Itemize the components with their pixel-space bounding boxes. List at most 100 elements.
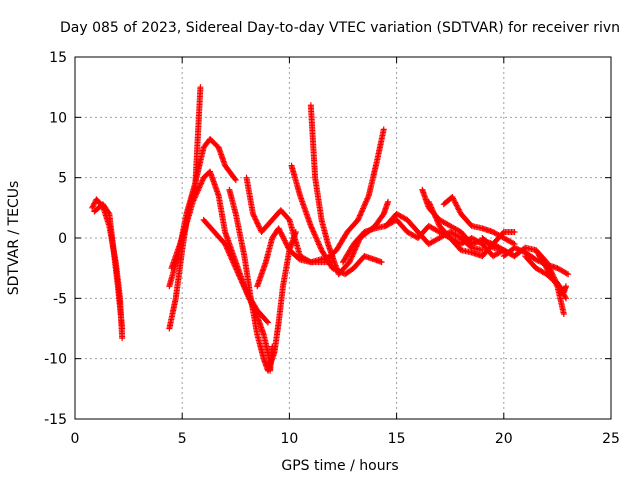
data-point: [516, 247, 523, 254]
series-pass-i: [254, 225, 336, 290]
data-point: [548, 268, 555, 275]
data-point: [256, 224, 263, 231]
x-axis-label: GPS time / hours: [281, 458, 398, 474]
data-point: [512, 245, 519, 252]
y-tick-label: 5: [58, 171, 67, 187]
data-point: [538, 259, 545, 266]
data-point: [278, 230, 285, 237]
series-pass-g: [226, 186, 299, 374]
data-point: [510, 240, 517, 247]
series-pass-b: [91, 201, 126, 332]
data-point: [514, 245, 521, 252]
data-point: [283, 240, 290, 247]
y-axis-ticks: -15 -10 -5 0 5 10 15: [44, 50, 611, 428]
series-pass-q: [440, 193, 518, 248]
data-point: [544, 260, 551, 267]
data-point: [253, 219, 260, 226]
data-point: [535, 257, 542, 264]
data-point: [277, 229, 284, 236]
data-point: [279, 233, 286, 240]
data-point: [550, 274, 557, 281]
data-point: [518, 247, 525, 254]
data-point: [546, 264, 553, 271]
data-point: [253, 217, 260, 224]
data-point: [119, 325, 126, 332]
data-series: [89, 84, 572, 374]
data-point: [264, 319, 271, 326]
y-tick-label: -10: [44, 352, 67, 368]
data-point: [250, 212, 257, 219]
data-point: [547, 267, 554, 274]
data-point: [546, 266, 553, 273]
y-tick-label: 0: [58, 231, 67, 247]
data-point: [544, 261, 551, 268]
y-tick-label: 15: [49, 50, 67, 66]
y-axis-label: SDTVAR / TECUs: [6, 181, 22, 296]
grid-lines: [75, 57, 611, 419]
data-point: [536, 258, 543, 265]
data-point: [285, 244, 292, 251]
series-pass-l: [322, 126, 387, 263]
data-point: [283, 241, 290, 248]
data-point: [231, 175, 238, 182]
y-tick-label: 10: [49, 110, 67, 126]
data-point: [385, 198, 392, 205]
x-tick-label: 10: [280, 431, 298, 447]
x-axis-ticks: 0 5 10 15 20 25: [71, 57, 620, 447]
data-point: [251, 215, 258, 222]
data-point: [232, 177, 239, 184]
data-point: [562, 283, 569, 290]
chart-title: Day 085 of 2023, Sidereal Day-to-day VTE…: [60, 20, 620, 36]
data-point: [279, 232, 286, 239]
data-point: [565, 271, 572, 278]
data-point: [562, 295, 569, 302]
data-point: [489, 243, 496, 250]
x-tick-label: 0: [71, 431, 80, 447]
data-point: [277, 228, 284, 235]
data-point: [560, 311, 567, 318]
data-point: [563, 270, 570, 277]
data-point: [550, 273, 557, 280]
data-point: [378, 259, 385, 266]
data-point: [549, 271, 556, 278]
data-point: [511, 244, 518, 251]
data-point: [197, 84, 204, 91]
data-point: [380, 126, 387, 133]
data-point: [282, 238, 289, 245]
data-point: [562, 294, 569, 301]
data-point: [249, 210, 256, 217]
data-point: [532, 256, 539, 263]
data-point: [251, 213, 258, 220]
data-point: [534, 257, 541, 264]
data-point: [519, 248, 526, 255]
data-point: [543, 259, 550, 266]
data-point: [263, 318, 270, 325]
data-point: [105, 209, 112, 216]
x-tick-label: 25: [602, 431, 620, 447]
series-pass-h: [243, 174, 336, 266]
data-point: [281, 236, 288, 243]
data-point: [296, 255, 303, 262]
data-point: [548, 270, 555, 277]
data-point: [276, 226, 283, 233]
y-tick-label: -15: [44, 412, 67, 428]
data-point: [281, 237, 288, 244]
series-pass-u: [532, 247, 569, 296]
data-point: [255, 223, 262, 230]
data-point: [545, 263, 552, 270]
series-pass-d: [166, 136, 239, 290]
data-point: [119, 335, 126, 342]
data-point: [255, 222, 262, 229]
x-tick-label: 5: [178, 431, 187, 447]
series-pass-c: [166, 84, 204, 332]
data-point: [284, 242, 291, 249]
data-point: [280, 234, 287, 241]
x-tick-label: 20: [495, 431, 513, 447]
data-point: [252, 216, 259, 223]
data-point: [254, 220, 261, 227]
data-point: [515, 246, 522, 253]
data-point: [511, 228, 518, 235]
x-tick-label: 15: [388, 431, 406, 447]
data-point: [275, 225, 282, 232]
